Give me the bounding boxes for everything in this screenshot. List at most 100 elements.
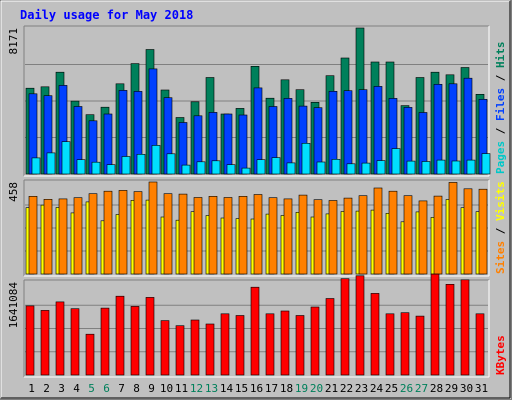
bar-pages-day-8 — [136, 154, 146, 175]
x-tick-label-day-11: 11 — [175, 382, 188, 395]
bar-kbytes-day-16 — [250, 286, 260, 376]
bar-kbytes-day-13 — [205, 323, 215, 376]
bar-sites-day-29 — [448, 182, 458, 275]
bar-sites-day-15 — [238, 196, 248, 275]
bar-sites-day-3 — [58, 198, 68, 275]
bar-pages-day-11 — [181, 164, 191, 175]
x-tick-label-day-27: 27 — [415, 382, 428, 395]
bar-pages-day-5 — [91, 161, 101, 175]
bar-sites-day-31 — [478, 188, 488, 275]
x-tick-label-day-23: 23 — [355, 382, 368, 395]
bar-pages-day-27 — [421, 161, 431, 175]
bar-sites-day-27 — [418, 200, 428, 275]
x-tick-label-day-16: 16 — [250, 382, 263, 395]
x-tick-label-day-28: 28 — [430, 382, 443, 395]
x-tick-label-day-13: 13 — [205, 382, 218, 395]
series-pages — [31, 141, 491, 175]
bar-sites-day-25 — [388, 190, 398, 275]
panel-middle: 458 Sites / Visits — [7, 179, 507, 277]
series-files — [28, 68, 488, 175]
bar-files-day-29 — [448, 83, 458, 175]
bar-sites-day-13 — [208, 196, 218, 275]
bar-sites-day-1 — [28, 196, 38, 275]
bar-pages-day-29 — [451, 160, 461, 175]
bar-pages-day-21 — [331, 159, 341, 175]
bar-pages-day-15 — [241, 167, 251, 175]
x-tick-label-day-7: 7 — [118, 382, 125, 395]
x-tick-label-day-9: 9 — [148, 382, 155, 395]
x-axis-tick-labels: 1 2 3 4 5 6 7 8 9 10 11 12 13 14 15 16 17 18 19 20 21 22 23 24 2… — [28, 382, 488, 395]
bar-files-day-23 — [358, 89, 368, 175]
x-tick-label-day-5: 5 — [88, 382, 95, 395]
bar-sites-day-12 — [193, 197, 203, 275]
x-tick-label-day-3: 3 — [58, 382, 65, 395]
bar-pages-day-30 — [466, 159, 476, 175]
bar-pages-day-20 — [316, 161, 326, 175]
bar-pages-day-22 — [346, 163, 356, 175]
bar-sites-day-19 — [298, 194, 308, 275]
bar-pages-day-12 — [196, 161, 206, 175]
bar-files-day-15 — [238, 114, 248, 175]
bar-pages-day-9 — [151, 145, 161, 175]
bar-sites-day-22 — [343, 197, 353, 275]
chart-panels: 8171 Pages / Files / Hits 458 Sites / Visit… — [7, 25, 507, 378]
series-kbytes — [25, 273, 485, 376]
bar-sites-day-4 — [73, 197, 83, 275]
bar-kbytes-day-8 — [130, 306, 140, 376]
axis-title-top: Pages / Files / Hits — [494, 42, 507, 175]
x-tick-label-day-2: 2 — [43, 382, 50, 395]
x-tick-label-day-6: 6 — [103, 382, 110, 395]
bar-kbytes-day-25 — [385, 313, 395, 376]
chart-title: Daily usage for May 2018 — [20, 8, 193, 22]
x-tick-label-day-20: 20 — [310, 382, 323, 395]
bar-sites-day-18 — [283, 198, 293, 275]
bar-kbytes-day-12 — [190, 319, 200, 376]
bar-pages-day-10 — [166, 153, 176, 175]
bar-sites-day-14 — [223, 197, 233, 275]
bar-kbytes-day-3 — [55, 301, 65, 376]
bar-files-day-30 — [463, 77, 473, 175]
bar-pages-day-16 — [256, 159, 266, 175]
y-max-label-middle: 458 — [7, 182, 20, 202]
bar-pages-day-17 — [271, 157, 281, 175]
axis-title-hits: Hits — [494, 42, 507, 69]
panel-bottom: 1641084 KBytes — [7, 273, 507, 378]
x-tick-label-day-22: 22 — [340, 382, 353, 395]
bar-sites-day-9 — [148, 181, 158, 275]
bar-kbytes-day-28 — [430, 273, 440, 376]
bar-sites-day-17 — [268, 197, 278, 275]
bar-kbytes-day-22 — [340, 278, 350, 376]
x-tick-label-day-29: 29 — [445, 382, 458, 395]
bar-sites-day-7 — [118, 190, 128, 275]
bar-kbytes-day-6 — [100, 307, 110, 376]
bar-pages-day-19 — [301, 143, 311, 175]
axis-title-separator: / — [494, 221, 507, 241]
bar-pages-day-24 — [376, 160, 386, 175]
panel-top: 8171 Pages / Files / Hits — [7, 25, 507, 177]
bar-kbytes-day-7 — [115, 295, 125, 376]
axis-title-separator: / — [494, 68, 507, 88]
bar-kbytes-day-14 — [220, 313, 230, 376]
axis-title-pages: Pages — [494, 141, 507, 174]
bar-pages-day-18 — [286, 162, 296, 175]
bar-sites-day-16 — [253, 194, 263, 275]
bar-pages-day-1 — [31, 157, 41, 175]
bar-sites-day-24 — [373, 187, 383, 275]
bar-kbytes-day-21 — [325, 298, 335, 376]
bar-kbytes-day-31 — [475, 313, 485, 376]
axis-title-kbytes: KBytes — [494, 335, 507, 375]
bar-sites-day-6 — [103, 190, 113, 275]
x-tick-label-day-12: 12 — [190, 382, 203, 395]
bar-sites-day-2 — [43, 199, 53, 275]
bar-sites-day-26 — [403, 195, 413, 275]
x-tick-label-day-4: 4 — [73, 382, 80, 395]
bar-sites-day-20 — [313, 199, 323, 275]
x-tick-label-day-1: 1 — [28, 382, 35, 395]
bar-kbytes-day-4 — [70, 308, 80, 376]
bar-pages-day-13 — [211, 160, 221, 175]
bar-pages-day-28 — [436, 159, 446, 175]
bar-sites-day-8 — [133, 191, 143, 275]
bar-pages-day-3 — [61, 141, 71, 175]
x-tick-label-day-8: 8 — [133, 382, 140, 395]
x-tick-label-day-24: 24 — [370, 382, 384, 395]
